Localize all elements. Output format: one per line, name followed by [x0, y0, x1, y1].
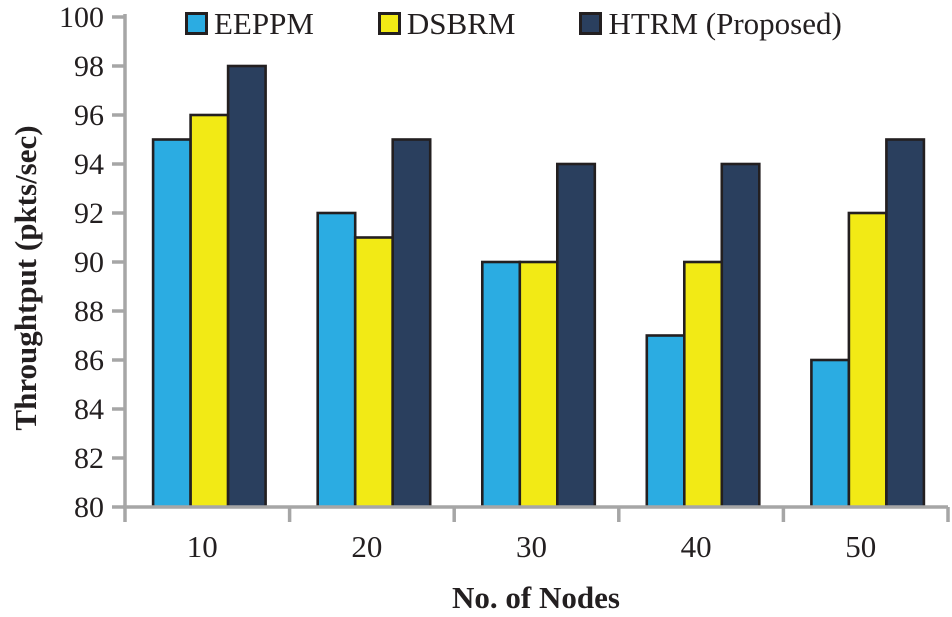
- x-tick-label: 40: [681, 529, 712, 564]
- x-tick-label: 30: [516, 529, 547, 564]
- bars-layer: [151, 64, 926, 509]
- axes-layer: 80 82 84 86 88 90 92 94 96 98 100 10 20 30 40 50: [59, 1, 950, 564]
- x-tick-label: 50: [845, 529, 876, 564]
- x-axis-title: No. of Nodes: [452, 580, 620, 615]
- bar-eeppm-10: [151, 138, 192, 509]
- x-tick-label: 10: [187, 529, 218, 564]
- x-tick-label: 20: [351, 529, 382, 564]
- y-tick-label: 88: [74, 295, 104, 328]
- bar-htrm-30: [555, 162, 597, 509]
- bar-htrm-20: [391, 138, 432, 509]
- legend-item-eeppm: EEPPM: [185, 8, 314, 39]
- y-tick-label: 100: [59, 1, 104, 34]
- legend: EEPPM DSBRM HTRM (Proposed): [185, 8, 842, 39]
- bar-htrm-10: [226, 64, 267, 509]
- y-tick-label: 80: [74, 491, 104, 524]
- bar-eeppm-30: [480, 260, 522, 509]
- legend-label-htrm: HTRM (Proposed): [608, 6, 842, 41]
- y-axis-title: Throughtput (pkts/sec): [8, 125, 43, 430]
- dsbrm-swatch-icon: [377, 12, 401, 35]
- y-tick-label: 94: [74, 148, 104, 181]
- legend-label-dsbrm: DSBRM: [406, 6, 516, 41]
- bar-dsbrm-10: [189, 113, 230, 509]
- bar-eeppm-50: [810, 358, 851, 509]
- bar-dsbrm-50: [847, 211, 888, 509]
- y-tick-label: 98: [74, 50, 104, 83]
- bar-dsbrm-30: [518, 260, 559, 509]
- y-tick-label: 90: [74, 246, 104, 279]
- y-tick-label: 96: [74, 99, 104, 132]
- bar-dsbrm-20: [353, 236, 395, 509]
- y-tick-label: 86: [74, 344, 104, 377]
- bar-htrm-50: [885, 138, 926, 509]
- bar-htrm-40: [720, 162, 761, 509]
- y-tick-label: 92: [74, 197, 104, 230]
- eeppm-swatch-icon: [185, 12, 208, 35]
- y-tick-label: 84: [74, 393, 104, 426]
- legend-label-eeppm: EEPPM: [214, 6, 314, 41]
- bar-dsbrm-40: [682, 260, 724, 509]
- bar-eeppm-20: [316, 211, 357, 509]
- bar-eeppm-40: [645, 334, 686, 509]
- legend-item-htrm: HTRM (Proposed): [579, 6, 842, 41]
- htrm-swatch-icon: [579, 12, 603, 35]
- legend-item-dsbrm: DSBRM: [377, 6, 516, 41]
- y-tick-label: 82: [74, 442, 104, 475]
